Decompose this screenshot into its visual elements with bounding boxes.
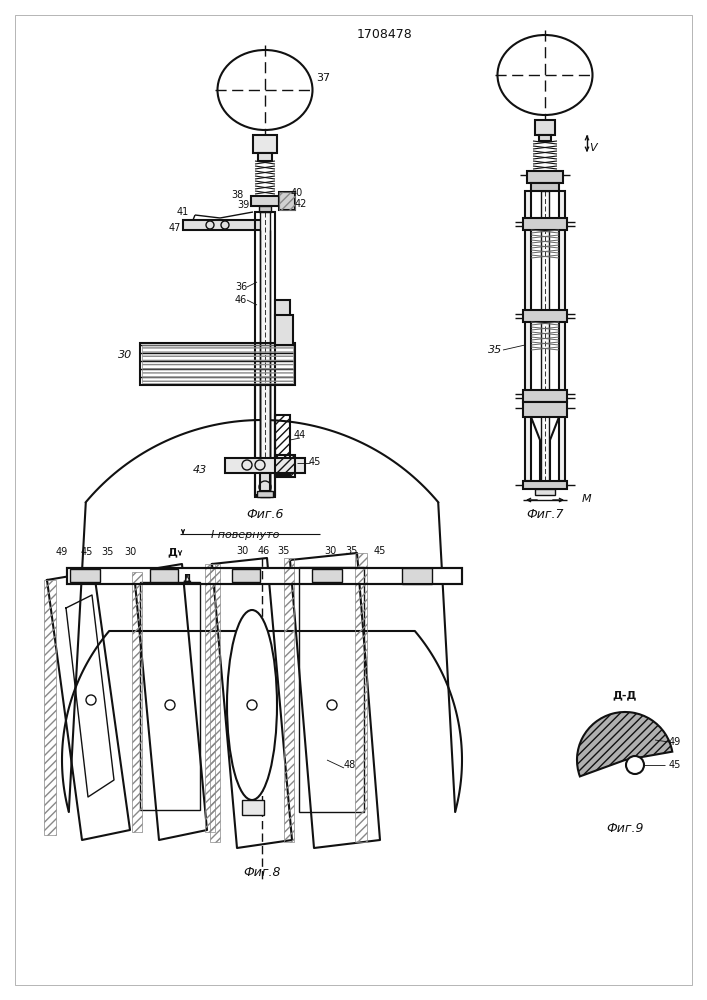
Bar [253,135,277,153]
Text: 37: 37 [316,73,330,83]
Text: 45: 45 [374,546,386,556]
Text: 36: 36 [235,282,247,292]
Bar [284,558,294,842]
Bar [523,310,567,322]
Bar [523,218,567,230]
Text: 41: 41 [177,207,189,217]
Bar [535,489,555,495]
Text: 46: 46 [258,546,270,556]
Bar [275,415,290,475]
Text: 1708478: 1708478 [357,28,413,41]
Text: 35: 35 [278,546,290,556]
Ellipse shape [218,50,312,130]
Bar [232,569,260,582]
Ellipse shape [227,610,277,800]
Bar [275,455,295,477]
Bar [312,569,342,582]
Text: I повернуто: I повернуто [211,530,279,540]
Text: 49: 49 [669,737,681,747]
Bar [140,343,295,385]
Bar [140,582,200,810]
Text: 49: 49 [56,547,68,557]
Text: 30: 30 [236,546,248,556]
Text: 45: 45 [309,457,321,467]
Bar [539,135,551,141]
Bar [531,183,559,191]
Bar [355,553,367,842]
Text: 47: 47 [169,223,181,233]
Text: 42: 42 [295,199,307,209]
Text: 44: 44 [294,430,306,440]
Bar [527,171,563,183]
Text: 43: 43 [193,465,207,475]
Bar [258,153,272,161]
Circle shape [626,756,644,774]
Bar [205,564,215,832]
Bar [67,568,462,584]
Text: Д-Д: Д-Д [613,690,637,700]
Text: 35: 35 [346,546,358,556]
Text: V: V [589,143,597,153]
Text: 35: 35 [488,345,502,355]
Bar [279,192,295,210]
Bar [70,569,100,582]
Text: 45: 45 [669,760,681,770]
Bar [183,220,263,230]
Text: 40: 40 [291,188,303,198]
Bar [251,196,279,206]
Bar [260,212,270,497]
Text: 48: 48 [344,760,356,770]
Bar [279,192,295,210]
Text: Д: Д [167,547,177,557]
Bar [260,473,270,491]
Text: 39: 39 [237,200,249,210]
Bar [275,315,293,345]
Bar [523,390,567,402]
Text: 35: 35 [101,547,113,557]
Text: 30: 30 [118,350,132,360]
Bar [67,568,462,584]
Bar [541,191,549,481]
Bar [525,191,531,481]
Bar [210,564,220,842]
Text: 30: 30 [124,547,136,557]
Bar [402,568,432,584]
Bar [257,491,273,497]
Bar [150,569,178,582]
Text: М: М [582,494,592,504]
Text: Фиг.6: Фиг.6 [246,508,284,522]
Bar [523,402,567,417]
Text: Фиг.9: Фиг.9 [606,822,644,834]
Bar [523,481,567,489]
Text: Фиг.8: Фиг.8 [243,865,281,879]
Bar [142,345,293,383]
Text: 46: 46 [235,295,247,305]
Bar [559,191,565,481]
Bar [242,800,264,815]
Wedge shape [577,712,672,776]
Ellipse shape [498,35,592,115]
Bar [259,206,271,212]
Bar [255,212,275,497]
Bar [535,120,555,135]
Text: Фиг.7: Фиг.7 [526,508,563,522]
Bar [225,458,305,473]
Bar [132,572,142,832]
Text: Д: Д [182,573,192,583]
Bar [44,580,56,835]
Text: 45: 45 [81,547,93,557]
Text: 30: 30 [324,546,336,556]
Text: 38: 38 [231,190,243,200]
Bar [275,300,290,318]
Bar [255,385,275,495]
Bar [299,567,364,812]
